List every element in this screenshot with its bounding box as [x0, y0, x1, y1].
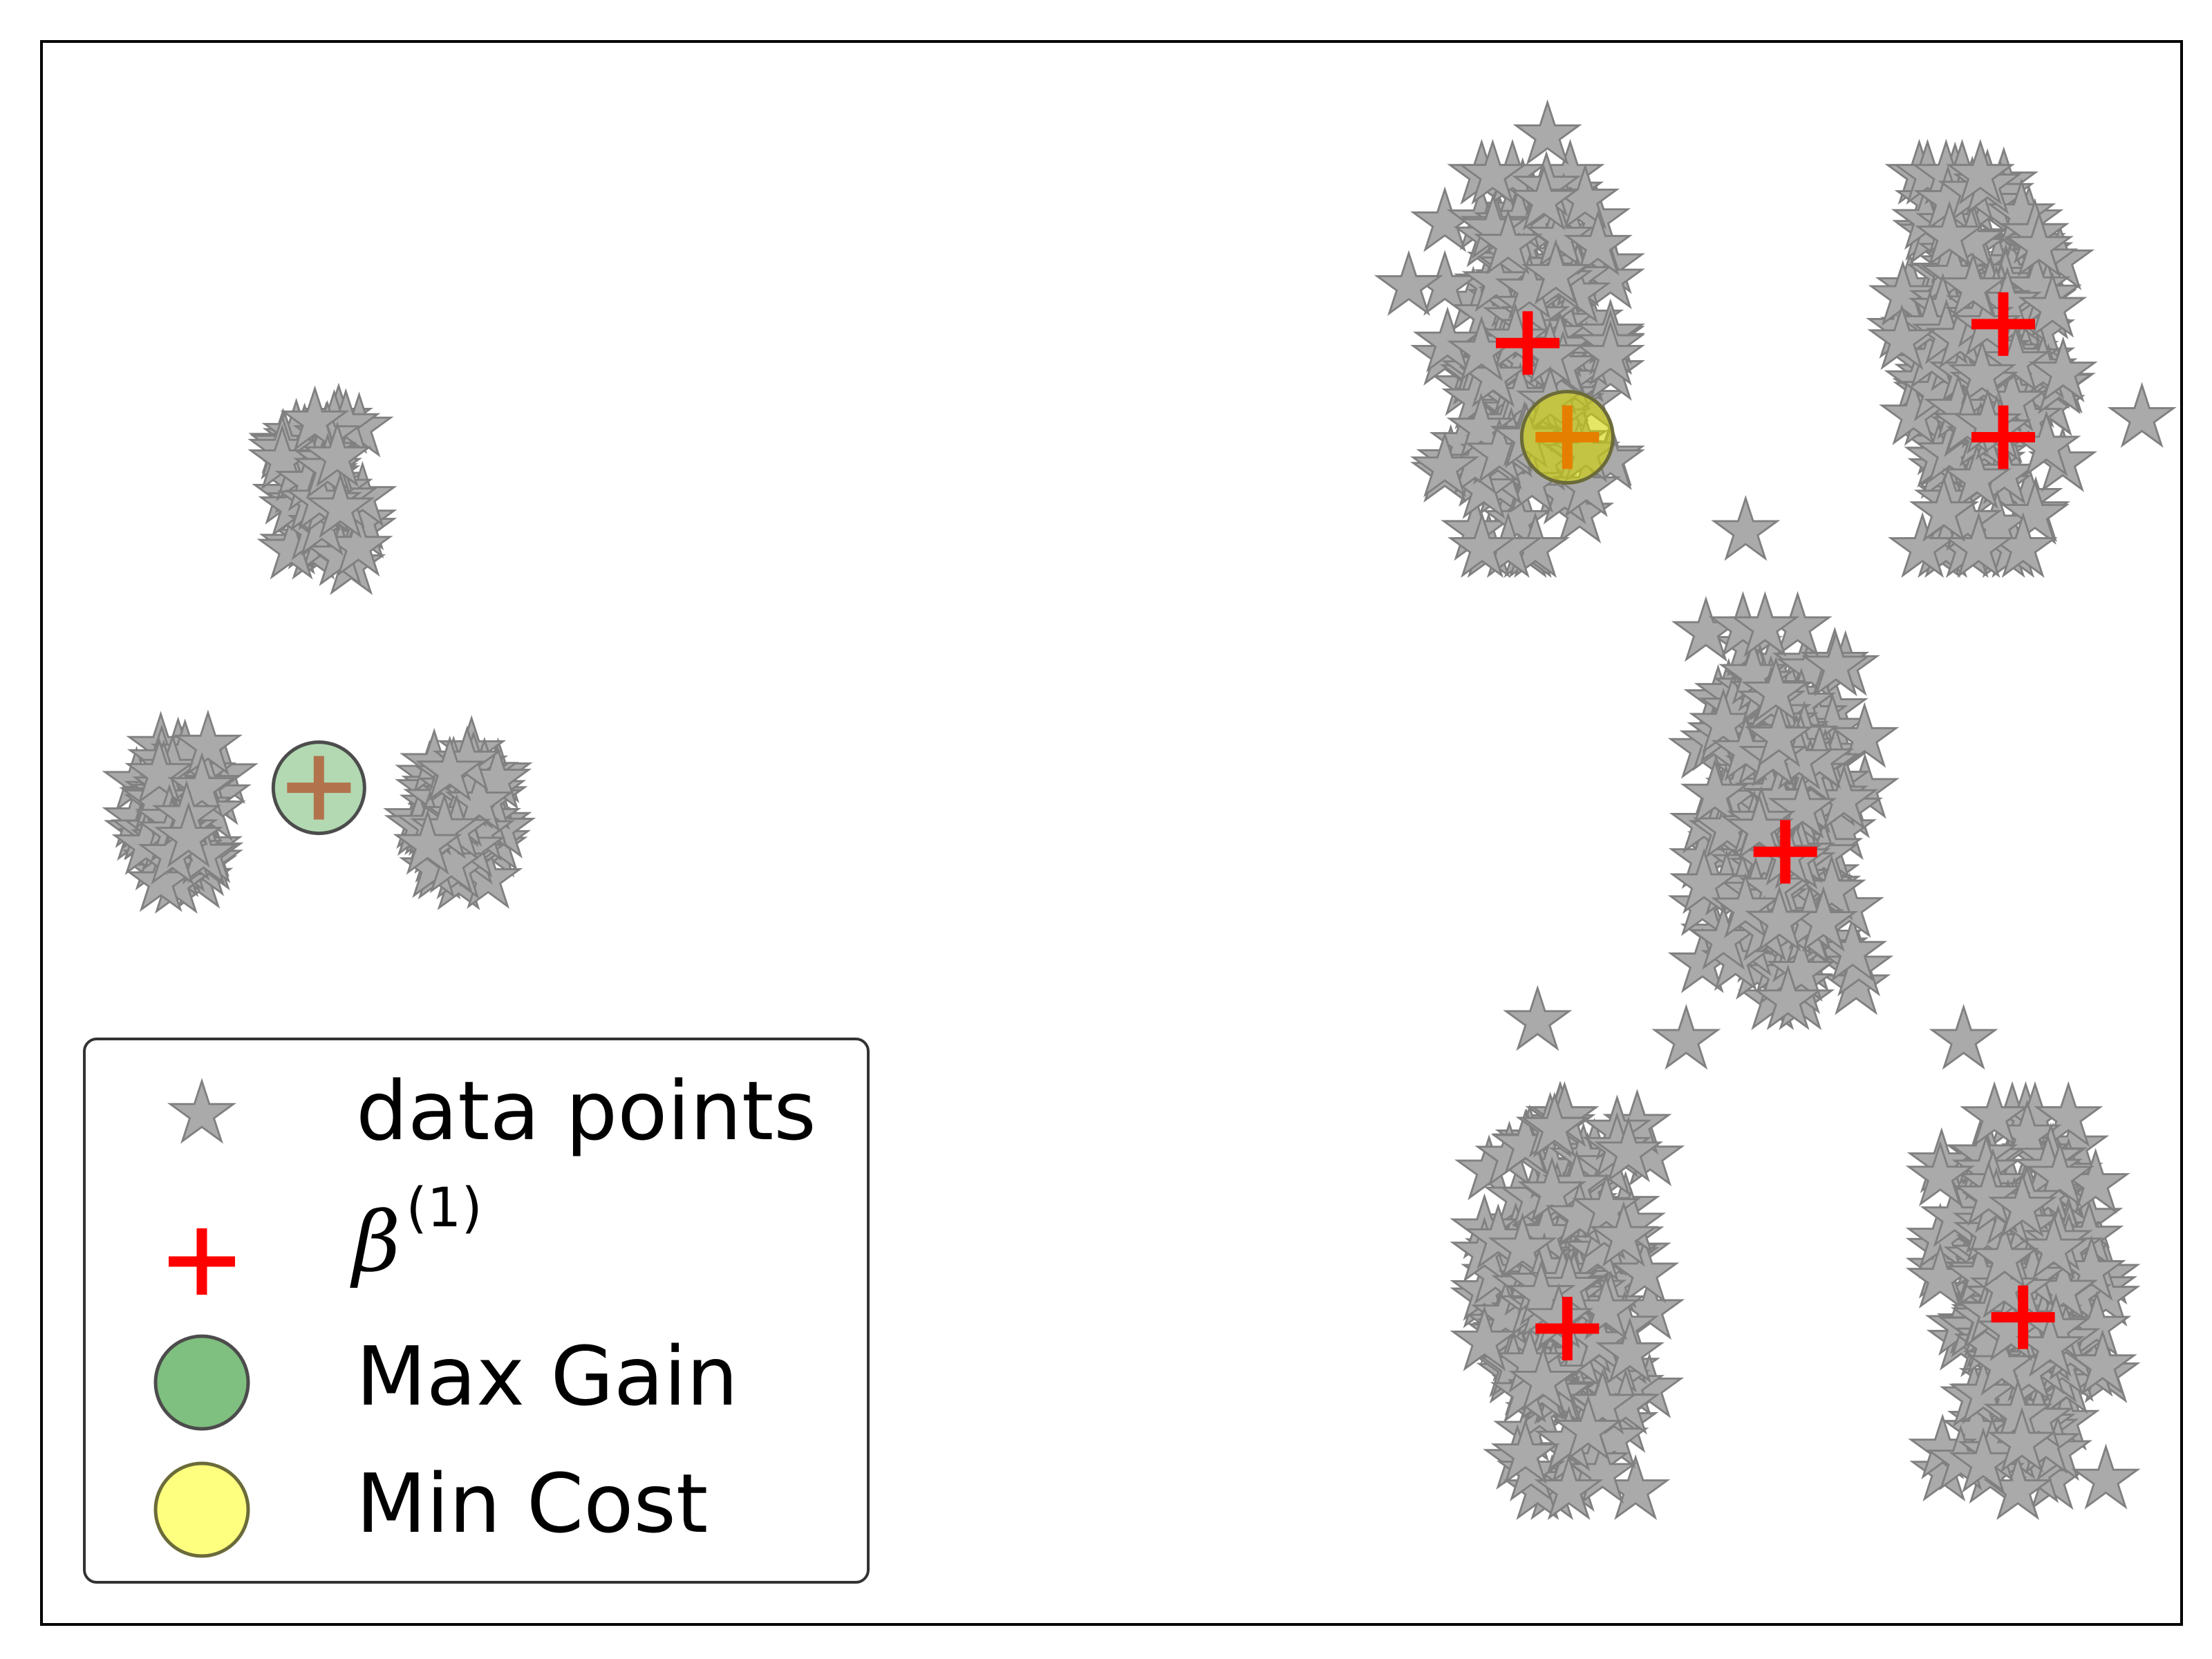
min-cost-circle — [1519, 390, 1615, 485]
centers-layer — [287, 292, 2055, 1360]
legend-label-max-gain: Max Gain — [356, 1329, 738, 1424]
axes-frame — [40, 40, 2183, 1626]
legend-label-beta-base: β — [350, 1194, 400, 1291]
legend-min-cost-icon — [153, 1461, 250, 1558]
center-plus-marker — [1991, 1285, 2055, 1349]
legend-label-beta-sup: (1) — [406, 1177, 482, 1239]
legend-plus-icon — [169, 1228, 235, 1295]
center-plus-marker — [1971, 292, 2035, 356]
center-plus-marker — [1535, 1296, 1600, 1360]
center-plus-marker — [1971, 405, 2035, 469]
legend-label-data-points: data points — [356, 1063, 816, 1159]
center-plus-marker — [1753, 820, 1817, 884]
max-gain-circle — [271, 740, 366, 836]
legend-max-gain-icon — [153, 1334, 250, 1431]
legend-box — [83, 1038, 870, 1584]
legend: data points β (1) Max Gain Min Cost — [83, 1038, 870, 1584]
legend-label-min-cost: Min Cost — [356, 1456, 708, 1551]
center-plus-marker — [1496, 311, 1559, 375]
plot-area — [105, 102, 2173, 1517]
legend-label-beta: β (1) — [350, 1177, 482, 1291]
